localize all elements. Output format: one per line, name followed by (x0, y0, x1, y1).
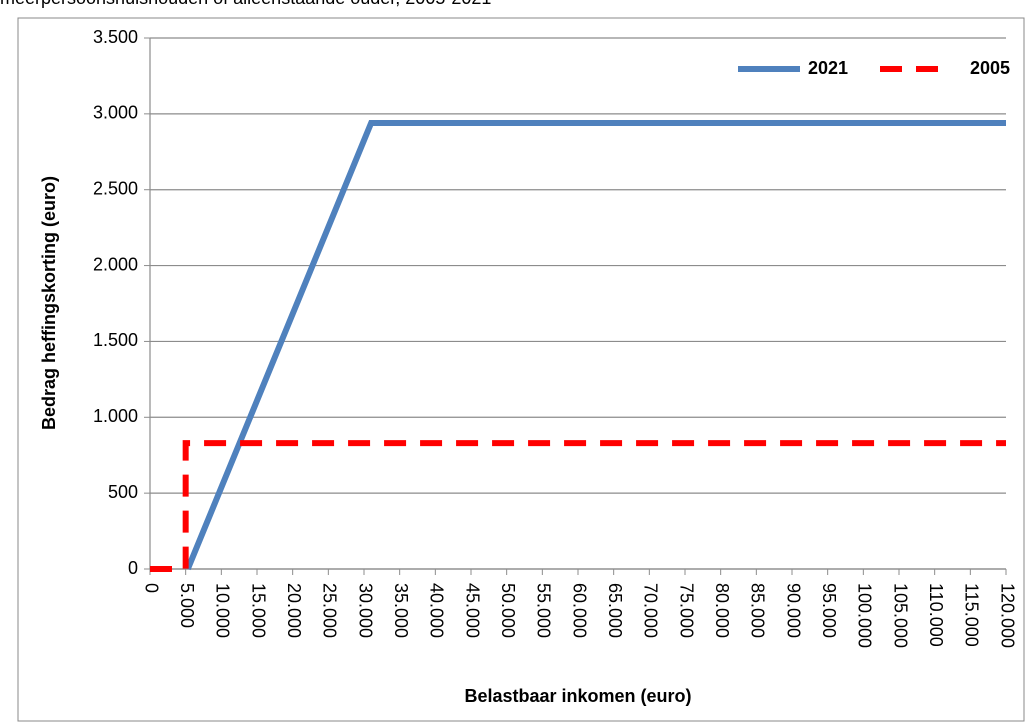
line-2021 (185, 119, 1006, 571)
x-tick-label: 10.000 (213, 583, 233, 638)
line-2005 (150, 440, 1006, 572)
x-tick-label: 35.000 (391, 583, 411, 638)
x-tick-label: 20.000 (284, 583, 304, 638)
x-tick-label: 15.000 (248, 583, 268, 638)
y-tick-label: 3.000 (93, 103, 138, 123)
x-tick-label: 95.000 (819, 583, 839, 638)
x-tick-label: 50.000 (498, 583, 518, 638)
x-tick-label: 5.000 (177, 583, 197, 628)
y-tick-label: 2.000 (93, 254, 138, 274)
x-tick-label: 120.000 (997, 583, 1017, 648)
y-tick-label: 3.500 (93, 27, 138, 47)
y-axis-title: Bedrag heffingskorting (euro) (39, 176, 59, 430)
x-tick-label: 60.000 (569, 583, 589, 638)
x-tick-label: 25.000 (320, 583, 340, 638)
x-tick-label: 30.000 (355, 583, 375, 638)
legend-label: 2021 (808, 58, 848, 78)
y-tick-label: 1.500 (93, 330, 138, 350)
y-tick-label: 1.000 (93, 406, 138, 426)
x-tick-label: 45.000 (462, 583, 482, 638)
x-tick-label: 110.000 (926, 583, 946, 647)
x-tick-label: 65.000 (605, 583, 625, 638)
x-tick-label: 105.000 (890, 583, 910, 648)
y-tick-label: 500 (108, 482, 138, 502)
chart-frame (17, 17, 1025, 722)
y-tick-label: 0 (128, 558, 138, 578)
legend-label: 2005 (970, 58, 1010, 78)
x-tick-label: 40.000 (427, 583, 447, 638)
x-tick-label: 90.000 (783, 583, 803, 638)
x-tick-label: 100.000 (855, 583, 875, 648)
x-tick-label: 80.000 (712, 583, 732, 638)
x-tick-label: 0 (141, 583, 161, 593)
x-tick-label: 70.000 (641, 583, 661, 638)
x-tick-label: 55.000 (534, 583, 554, 638)
x-tick-label: 115.000 (962, 583, 982, 647)
x-axis-title: Belastbaar inkomen (euro) (464, 686, 691, 706)
y-tick-label: 2.500 (93, 178, 138, 198)
x-tick-label: 85.000 (748, 583, 768, 638)
chart-title: meerpersoonshuishouden of alleenstaande … (0, 0, 491, 8)
x-tick-label: 75.000 (676, 583, 696, 638)
